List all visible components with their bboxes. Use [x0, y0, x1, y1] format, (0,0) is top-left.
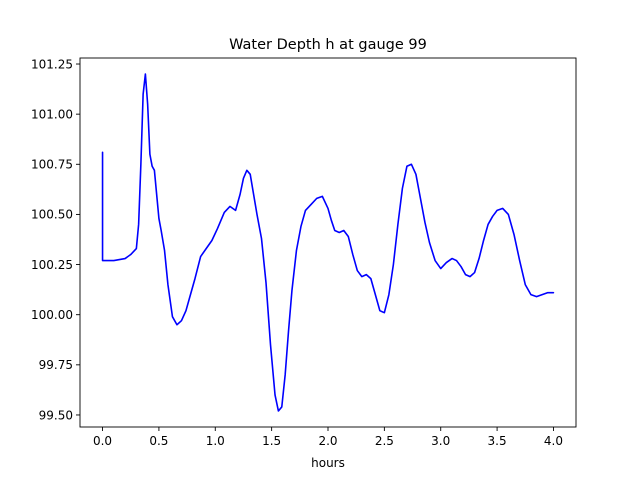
x-tick-label: 1.5: [262, 434, 281, 448]
y-tick-label: 99.75: [39, 358, 73, 372]
series-line-0: [101, 73, 555, 412]
y-tick-label: 100.50: [31, 208, 73, 222]
x-tick-label: 3.5: [488, 434, 507, 448]
x-tick-label: 0.0: [93, 434, 112, 448]
y-tick-label: 99.50: [39, 408, 73, 422]
x-tick-label: 1.0: [206, 434, 225, 448]
x-axis-label: hours: [311, 456, 345, 470]
y-tick-label: 101.25: [31, 57, 73, 71]
x-tick-label: 3.0: [431, 434, 450, 448]
x-tick-label: 2.0: [318, 434, 337, 448]
y-tick-label: 101.00: [31, 107, 73, 121]
y-tick-label: 100.75: [31, 158, 73, 172]
chart-title: Water Depth h at gauge 99: [229, 37, 427, 53]
x-tick-label: 2.5: [375, 434, 394, 448]
y-tick-label: 100.25: [31, 258, 73, 272]
y-tick-label: 100.00: [31, 308, 73, 322]
x-tick-label: 0.5: [149, 434, 168, 448]
x-tick-label: 4.0: [544, 434, 563, 448]
plot-area: 0.0 0.5 1.0 1.5 2.0 2.5 3.0 3.5 4.0 99.50 99.75 100…: [31, 57, 577, 448]
